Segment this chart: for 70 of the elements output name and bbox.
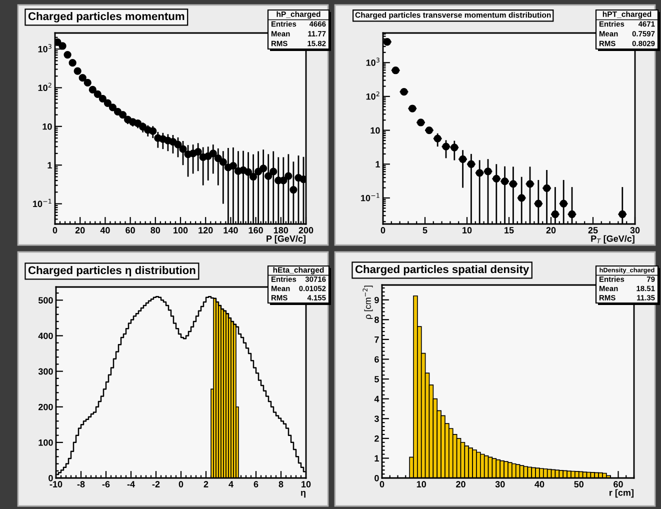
x-tick-label: 5: [422, 227, 428, 234]
y-axis-title: ρ [cm$^{−2}$]: [362, 286, 373, 319]
x-axis-title: P$_{T}$ [GeV/c]: [591, 235, 634, 244]
y-tick-label: 0: [374, 474, 379, 482]
x-axis-title: P [GeV/c]: [266, 235, 306, 244]
x-tick-label: -4: [127, 481, 135, 488]
y-tick-label: 200: [38, 404, 53, 410]
y-tick-label: 5: [374, 376, 379, 382]
x-tick-label: -2: [152, 481, 160, 488]
x-tick-label: 40: [534, 481, 544, 488]
x-tick-label: 20: [75, 227, 85, 234]
y-tick-label: 500: [38, 297, 53, 304]
x-tick-label: 0: [178, 481, 184, 488]
x-tick-label: 80: [150, 227, 160, 234]
y-tick-label: 2: [374, 435, 379, 442]
y-tick-label: 1: [374, 455, 379, 462]
y-tick-label: 100: [38, 439, 53, 446]
y-tick-label: 300: [38, 368, 53, 375]
y-tick-label: 10$^{3}$: [366, 58, 380, 66]
y-tick-label: 6: [374, 356, 379, 363]
chart-title: Charged particles spatial density: [355, 265, 530, 276]
x-tick-label: 20: [546, 227, 556, 234]
y-tick-label: 10: [42, 123, 52, 130]
x-tick-label: 6: [254, 481, 258, 488]
y-tick-label: 10$^{−1}$: [33, 198, 52, 208]
x-tick-label: -10: [50, 481, 62, 488]
x-axis-title: r [cm]: [610, 489, 634, 498]
y-tick-label: 10$^{−1}$: [361, 193, 380, 202]
x-tick-label: 120: [198, 227, 213, 234]
y-tick-label: 10$^{2}$: [366, 92, 380, 100]
x-tick-label: -6: [102, 481, 110, 488]
x-tick-label: 160: [248, 227, 263, 234]
y-tick-label: 4: [374, 396, 380, 402]
y-tick-label: 9: [374, 296, 379, 304]
x-tick-label: 25: [588, 227, 598, 234]
y-tick-label: 0: [48, 474, 53, 482]
x-tick-label: 2: [204, 481, 208, 488]
x-tick-label: 4: [228, 481, 234, 488]
x-tick-label: 60: [614, 481, 623, 488]
x-tick-label: 140: [224, 227, 238, 234]
y-tick-label: 10$^{3}$: [38, 44, 52, 52]
x-tick-label: 100: [174, 227, 188, 234]
y-tick-label: 1: [48, 162, 52, 168]
x-tick-label: 10: [302, 481, 311, 488]
x-tick-label: 60: [126, 227, 135, 234]
x-tick-label: 0: [52, 227, 58, 234]
chart-title: Charged particles momentum: [28, 12, 184, 22]
x-tick-label: 8: [278, 481, 284, 488]
x-tick-label: 10: [416, 481, 426, 488]
x-tick-label: 15: [504, 227, 514, 234]
chart-title: Charged particles η distribution: [28, 266, 196, 276]
x-tick-label: -8: [77, 481, 85, 488]
x-tick-label: 50: [574, 481, 584, 488]
y-tick-label: 3: [374, 416, 379, 422]
x-tick-label: 30: [630, 227, 640, 234]
x-axis-title: η: [300, 490, 306, 498]
x-tick-label: 0: [380, 227, 386, 234]
x-tick-label: 180: [274, 227, 288, 234]
x-tick-label: 200: [298, 227, 314, 234]
x-tick-label: 30: [495, 481, 505, 488]
y-tick-label: 1: [376, 161, 380, 168]
y-tick-label: 8: [374, 316, 379, 323]
y-tick-label: 10$^{2}$: [38, 82, 52, 92]
y-tick-label: 7: [374, 336, 379, 343]
x-tick-label: 20: [456, 481, 466, 488]
x-tick-label: 0: [380, 481, 384, 488]
y-tick-label: 10: [370, 127, 380, 134]
x-tick-label: 40: [100, 227, 110, 234]
y-tick-label: 400: [38, 332, 53, 340]
x-tick-label: 10: [462, 227, 472, 234]
